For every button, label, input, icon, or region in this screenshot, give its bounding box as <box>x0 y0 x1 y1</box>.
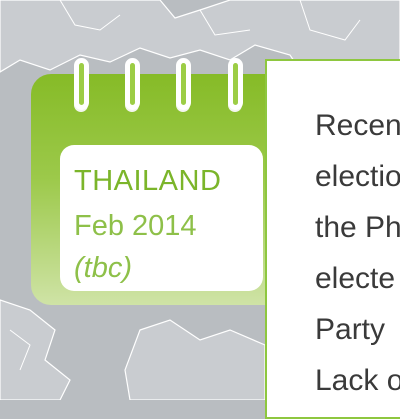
text-line: Lack o <box>315 364 400 397</box>
text-line: the Ph <box>315 211 400 244</box>
calendar-card <box>60 145 263 291</box>
calendar-country: THAILAND <box>74 165 222 197</box>
calendar-ring-icon <box>74 58 89 110</box>
calendar-date: Feb 2014 <box>74 210 197 242</box>
calendar-note: (tbc) <box>74 252 132 284</box>
text-panel-body: Recen electio the Ph electe Party Lack o <box>315 100 400 406</box>
text-line: electio <box>315 160 400 193</box>
border-line <box>9 0 361 371</box>
calendar-ring-icon <box>228 58 243 110</box>
text-line: Party <box>315 313 386 346</box>
calendar-ring-icon <box>125 58 140 110</box>
text-line: electe <box>315 262 396 295</box>
calendar-ring-icon <box>176 58 191 110</box>
text-line: Recen <box>315 109 400 142</box>
land-mass-south <box>0 299 71 400</box>
text-panel <box>265 59 400 419</box>
